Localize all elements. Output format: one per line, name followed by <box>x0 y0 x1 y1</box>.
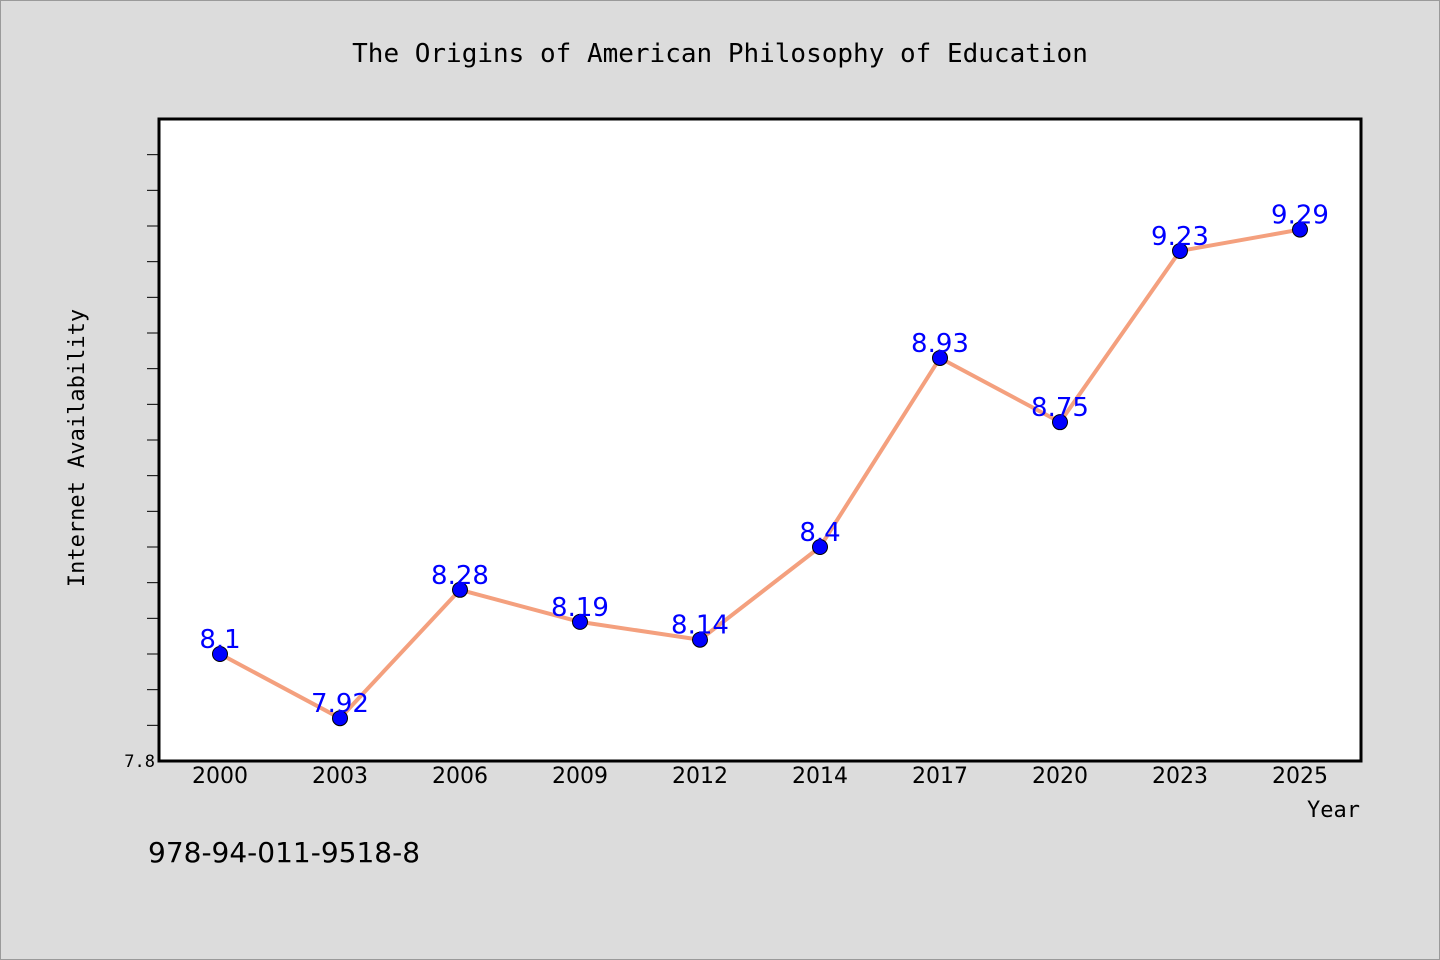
y-axis-tick-labels: 7.8 <box>124 752 155 772</box>
data-point <box>572 613 588 630</box>
data-point <box>332 710 348 727</box>
x-axis-tick-labels: 2000 2003 2006 2009 2012 2014 2017 2020 2023 2025 <box>192 764 1328 789</box>
data-label: 8.19 <box>551 593 609 623</box>
data-point <box>1172 242 1188 259</box>
data-label: 8.1 <box>199 625 240 655</box>
data-label: 8.93 <box>911 329 969 359</box>
y-axis-label: Internet Availability <box>65 309 90 587</box>
data-point <box>1052 414 1068 431</box>
data-label: 9.23 <box>1151 222 1209 252</box>
x-tick-label: 2020 <box>1032 764 1088 789</box>
x-tick-label: 2023 <box>1152 764 1208 789</box>
x-tick-label: 2003 <box>312 764 368 789</box>
isbn-text: 978-94-011-9518-8 <box>148 836 420 869</box>
x-axis-label: Year <box>1307 798 1360 823</box>
data-point <box>932 349 948 366</box>
x-tick-label: 2014 <box>792 764 848 789</box>
data-label: 9.29 <box>1271 201 1329 231</box>
data-label: 8.4 <box>799 518 840 548</box>
data-label: 8.75 <box>1031 393 1089 423</box>
data-label: 8.28 <box>431 561 489 591</box>
x-tick-label: 2000 <box>192 764 248 789</box>
data-point <box>1292 221 1308 238</box>
plot-area <box>157 117 1363 763</box>
data-point <box>452 581 468 598</box>
x-tick-label: 2012 <box>672 764 728 789</box>
y-axis-ticks <box>147 154 159 726</box>
data-point <box>812 539 828 555</box>
data-labels: 8.1 7.92 8.28 8.19 8.14 8.4 8.93 8.75 9.23 9.29 <box>199 201 1329 720</box>
x-tick-label: 2006 <box>432 764 488 789</box>
series-line <box>218 227 1302 721</box>
series-markers <box>212 221 1308 727</box>
chart-title: The Origins of American Philosophy of Ed… <box>352 39 1088 69</box>
data-point <box>212 646 228 662</box>
x-tick-label: 2009 <box>552 764 608 789</box>
data-label: 7.92 <box>311 689 369 719</box>
data-point <box>692 631 708 648</box>
y-tick-label: 7.8 <box>124 752 155 772</box>
x-tick-label: 2025 <box>1272 764 1328 789</box>
data-label: 8.14 <box>671 611 729 641</box>
x-tick-label: 2017 <box>912 764 968 789</box>
